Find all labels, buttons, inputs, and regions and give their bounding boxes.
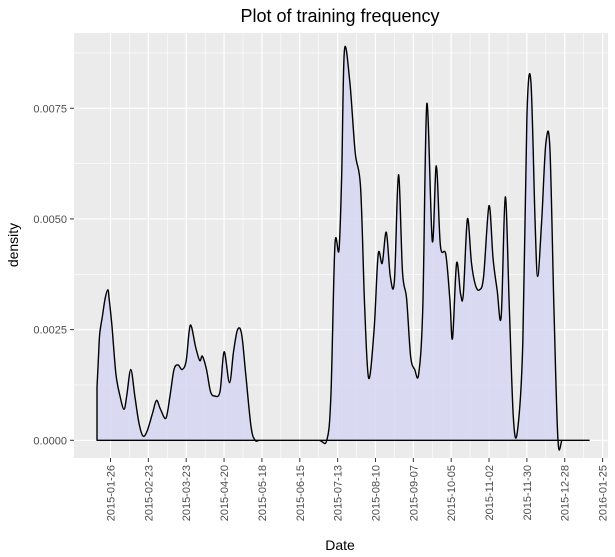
x-tick-label: 2015-02-23	[143, 465, 155, 521]
chart-title: Plot of training frequency	[240, 6, 439, 26]
x-tick-label: 2015-06-15	[295, 465, 307, 521]
density-layer	[96, 45, 590, 451]
x-tick-label: 2015-11-30	[522, 465, 534, 520]
x-tick-label: 2015-07-13	[333, 465, 345, 521]
x-axis-title: Date	[325, 537, 355, 553]
y-tick-label: 0.0025	[33, 325, 67, 337]
y-tick-label: 0.0075	[33, 103, 67, 115]
y-tick-label: 0.0000	[33, 435, 67, 447]
x-tick-label: 2015-09-07	[408, 465, 420, 521]
x-tick-label: 2015-12-28	[560, 465, 572, 521]
y-axis-title: density	[5, 223, 21, 267]
x-axis: 2015-01-26 2015-02-23 2015-03-23 2015-04-20…	[106, 458, 610, 521]
density-area	[96, 45, 590, 451]
x-tick-label: 2015-08-10	[370, 465, 382, 521]
y-tick-label: 0.0050	[33, 214, 67, 226]
x-tick-label: 2015-03-23	[181, 465, 193, 521]
x-tick-label: 2015-10-05	[446, 465, 458, 521]
x-tick-label: 2015-01-26	[106, 465, 118, 521]
x-tick-label: 2016-01-25	[598, 465, 610, 521]
y-axis: 0.0000 0.0025 0.0050 0.0075	[33, 103, 74, 447]
x-tick-label: 2015-04-20	[219, 465, 231, 521]
x-tick-label: 2015-05-18	[257, 465, 269, 521]
x-tick-label: 2015-11-02	[484, 465, 496, 520]
